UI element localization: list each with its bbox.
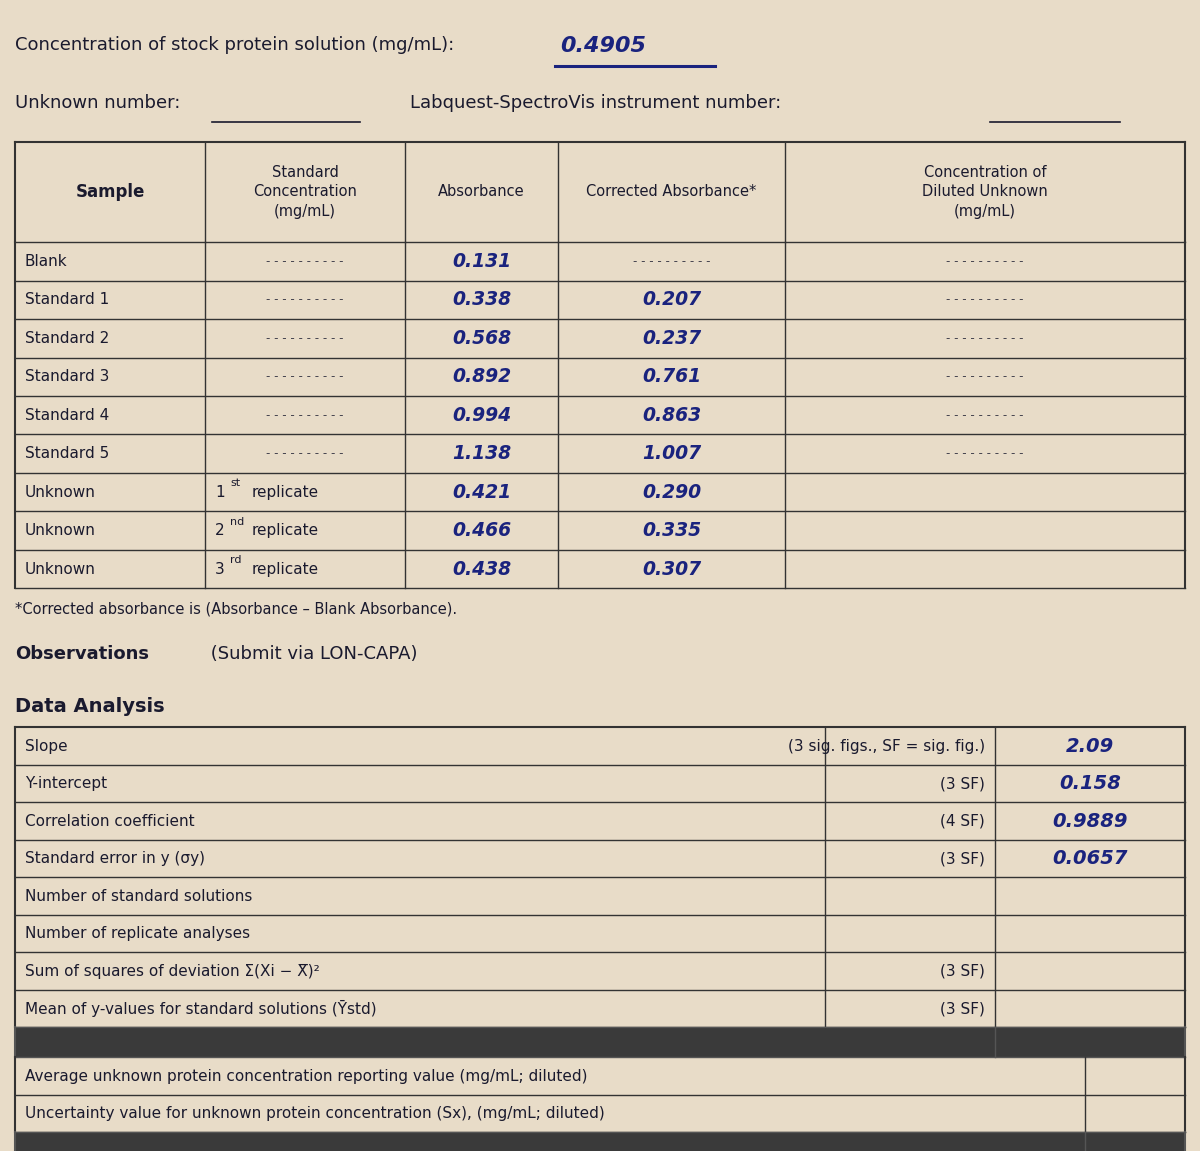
Text: st: st: [230, 479, 240, 488]
Text: (3 SF): (3 SF): [940, 852, 985, 867]
Text: 0.9889: 0.9889: [1052, 811, 1128, 831]
Text: Unknown number:: Unknown number:: [14, 94, 180, 112]
Text: 0.568: 0.568: [452, 329, 511, 348]
Text: - - - - - - - - - -: - - - - - - - - - -: [947, 254, 1024, 268]
Text: - - - - - - - - - -: - - - - - - - - - -: [266, 409, 343, 421]
Text: 0.207: 0.207: [642, 290, 701, 310]
Text: 0.761: 0.761: [642, 367, 701, 387]
Text: Concentration of
Diluted Unknown
(mg/mL): Concentration of Diluted Unknown (mg/mL): [922, 166, 1048, 219]
Text: Sum of squares of deviation Σ(Xi − X̅)²: Sum of squares of deviation Σ(Xi − X̅)²: [25, 963, 319, 978]
Text: 0.892: 0.892: [452, 367, 511, 387]
Text: 0.290: 0.290: [642, 482, 701, 502]
Text: Standard
Concentration
(mg/mL): Standard Concentration (mg/mL): [253, 166, 356, 219]
Text: Unknown: Unknown: [25, 485, 96, 500]
Text: Y-intercept: Y-intercept: [25, 776, 107, 791]
Text: - - - - - - - - - -: - - - - - - - - - -: [947, 331, 1024, 345]
Text: (4 SF): (4 SF): [941, 814, 985, 829]
Text: (Submit via LON-CAPA): (Submit via LON-CAPA): [205, 646, 418, 663]
Text: 0.4905: 0.4905: [560, 36, 646, 56]
Text: Number of replicate analyses: Number of replicate analyses: [25, 927, 250, 942]
Text: Absorbance: Absorbance: [438, 184, 524, 199]
Text: 3: 3: [215, 562, 224, 577]
Text: Mean of y-values for standard solutions (Ȳstd): Mean of y-values for standard solutions …: [25, 1000, 377, 1017]
Text: (3 SF): (3 SF): [940, 963, 985, 978]
Text: 0.131: 0.131: [452, 252, 511, 270]
Text: Standard 5: Standard 5: [25, 447, 109, 462]
Text: - - - - - - - - - -: - - - - - - - - - -: [947, 294, 1024, 306]
Text: (3 SF): (3 SF): [940, 776, 985, 791]
Text: Standard 3: Standard 3: [25, 369, 109, 384]
Text: Standard 4: Standard 4: [25, 407, 109, 422]
Text: 1.138: 1.138: [452, 444, 511, 463]
Text: 0.0657: 0.0657: [1052, 849, 1128, 868]
Text: 0.158: 0.158: [1060, 775, 1121, 793]
Text: - - - - - - - - - -: - - - - - - - - - -: [266, 294, 343, 306]
Text: (3 sig. figs., SF = sig. fig.): (3 sig. figs., SF = sig. fig.): [788, 739, 985, 754]
Text: - - - - - - - - - -: - - - - - - - - - -: [947, 409, 1024, 421]
Text: - - - - - - - - - -: - - - - - - - - - -: [947, 371, 1024, 383]
Text: 0.438: 0.438: [452, 559, 511, 579]
Text: Concentration of stock protein solution (mg/mL):: Concentration of stock protein solution …: [14, 36, 466, 54]
Text: Standard error in y (σy): Standard error in y (σy): [25, 852, 205, 867]
Text: 0.237: 0.237: [642, 329, 701, 348]
Text: Correlation coefficient: Correlation coefficient: [25, 814, 194, 829]
Text: Unknown: Unknown: [25, 524, 96, 539]
Bar: [14, 1133, 1186, 1151]
Text: 0.335: 0.335: [642, 521, 701, 540]
Text: Unknown: Unknown: [25, 562, 96, 577]
Text: Data Analysis: Data Analysis: [14, 698, 164, 717]
Text: *Corrected absorbance is (Absorbance – Blank Absorbance).: *Corrected absorbance is (Absorbance – B…: [14, 602, 457, 617]
Text: 0.863: 0.863: [642, 406, 701, 425]
Text: rd: rd: [230, 555, 241, 565]
Text: nd: nd: [230, 517, 245, 527]
Text: - - - - - - - - - -: - - - - - - - - - -: [266, 371, 343, 383]
Text: Standard 1: Standard 1: [25, 292, 109, 307]
Text: 0.421: 0.421: [452, 482, 511, 502]
Text: 1: 1: [215, 485, 224, 500]
Text: Average unknown protein concentration reporting value (mg/mL; diluted): Average unknown protein concentration re…: [25, 1069, 588, 1084]
Text: Labquest-SpectroVis instrument number:: Labquest-SpectroVis instrument number:: [410, 94, 781, 112]
Text: Blank: Blank: [25, 253, 67, 268]
Text: - - - - - - - - - -: - - - - - - - - - -: [947, 448, 1024, 460]
Text: - - - - - - - - - -: - - - - - - - - - -: [266, 448, 343, 460]
Text: - - - - - - - - - -: - - - - - - - - - -: [266, 331, 343, 345]
Text: 0.466: 0.466: [452, 521, 511, 540]
Text: Number of standard solutions: Number of standard solutions: [25, 889, 252, 904]
Text: replicate: replicate: [252, 524, 319, 539]
Text: Corrected Absorbance*: Corrected Absorbance*: [587, 184, 757, 199]
Text: (3 SF): (3 SF): [940, 1001, 985, 1016]
Text: Slope: Slope: [25, 739, 67, 754]
Text: Standard 2: Standard 2: [25, 330, 109, 345]
Text: Uncertainty value for unknown protein concentration (Sx), (mg/mL; diluted): Uncertainty value for unknown protein co…: [25, 1106, 605, 1121]
Text: 1.007: 1.007: [642, 444, 701, 463]
Bar: [14, 1028, 1186, 1058]
Text: 0.338: 0.338: [452, 290, 511, 310]
Text: - - - - - - - - - -: - - - - - - - - - -: [266, 254, 343, 268]
Text: 2.09: 2.09: [1066, 737, 1114, 756]
Text: 0.307: 0.307: [642, 559, 701, 579]
Text: - - - - - - - - - -: - - - - - - - - - -: [632, 254, 710, 268]
Text: replicate: replicate: [252, 485, 319, 500]
Text: Sample: Sample: [76, 183, 145, 201]
Text: 2: 2: [215, 524, 224, 539]
Text: Observations: Observations: [14, 646, 149, 663]
Text: replicate: replicate: [252, 562, 319, 577]
Text: 0.994: 0.994: [452, 406, 511, 425]
